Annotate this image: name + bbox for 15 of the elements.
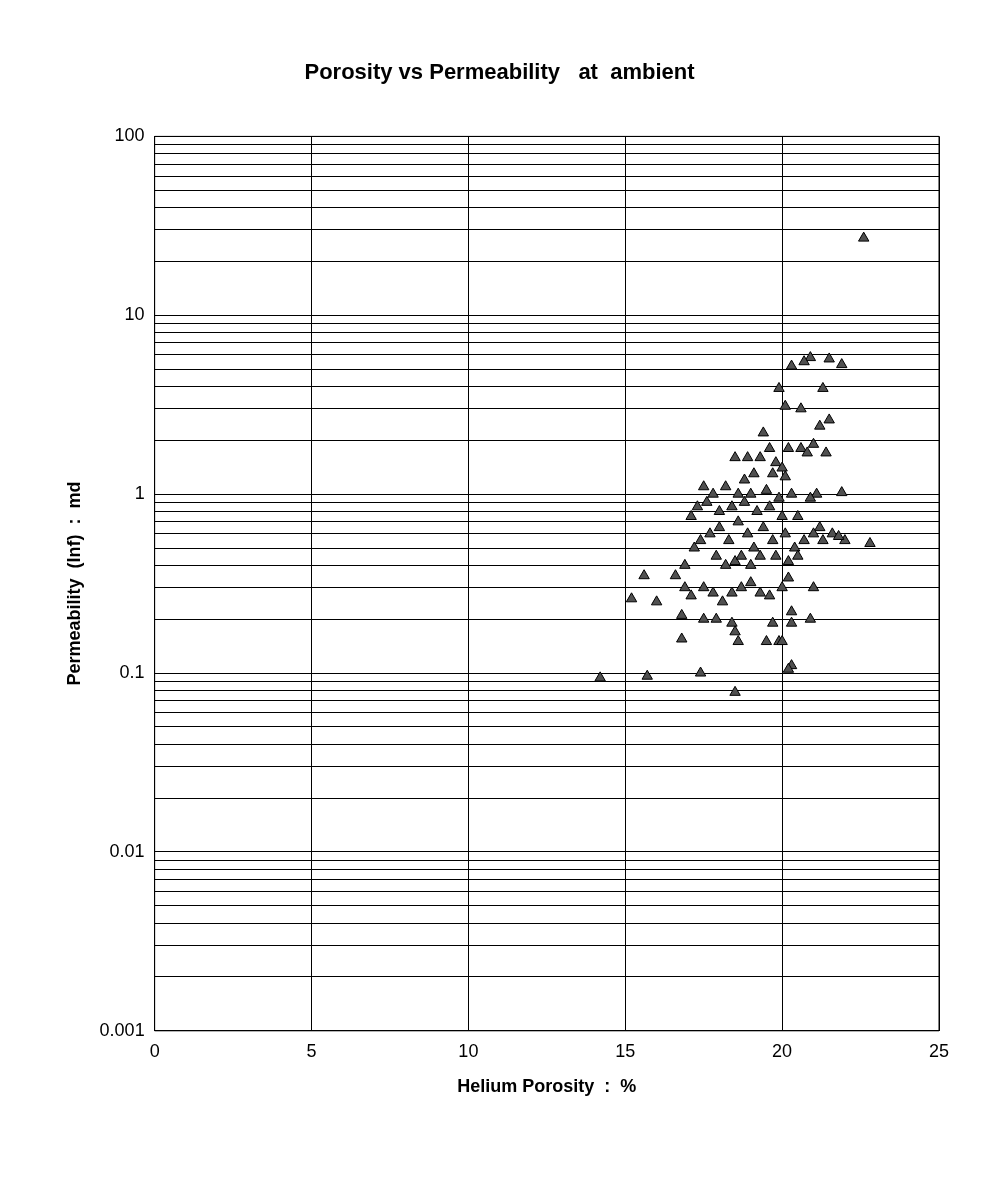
y-tick-label: 1	[134, 483, 145, 504]
x-tick-label: 5	[306, 1040, 317, 1061]
y-tick-label: 0.1	[119, 662, 145, 683]
y-tick-label: 10	[124, 304, 145, 325]
x-tick-label: 0	[149, 1040, 160, 1061]
x-tick-label: 20	[772, 1040, 793, 1061]
y-axis-title: Permeability (Inf) : md	[63, 481, 84, 686]
chart-title: Porosity vs Permeability at ambient	[304, 59, 696, 85]
y-tick-label: 0.01	[109, 840, 145, 861]
y-tick-label: 100	[114, 125, 145, 146]
x-tick-label: 10	[458, 1040, 479, 1061]
x-tick-label: 25	[928, 1040, 950, 1061]
y-tick-label: 0.001	[99, 1019, 145, 1040]
x-axis-title: Helium Porosity : %	[457, 1076, 637, 1097]
x-tick-label: 15	[615, 1040, 636, 1061]
